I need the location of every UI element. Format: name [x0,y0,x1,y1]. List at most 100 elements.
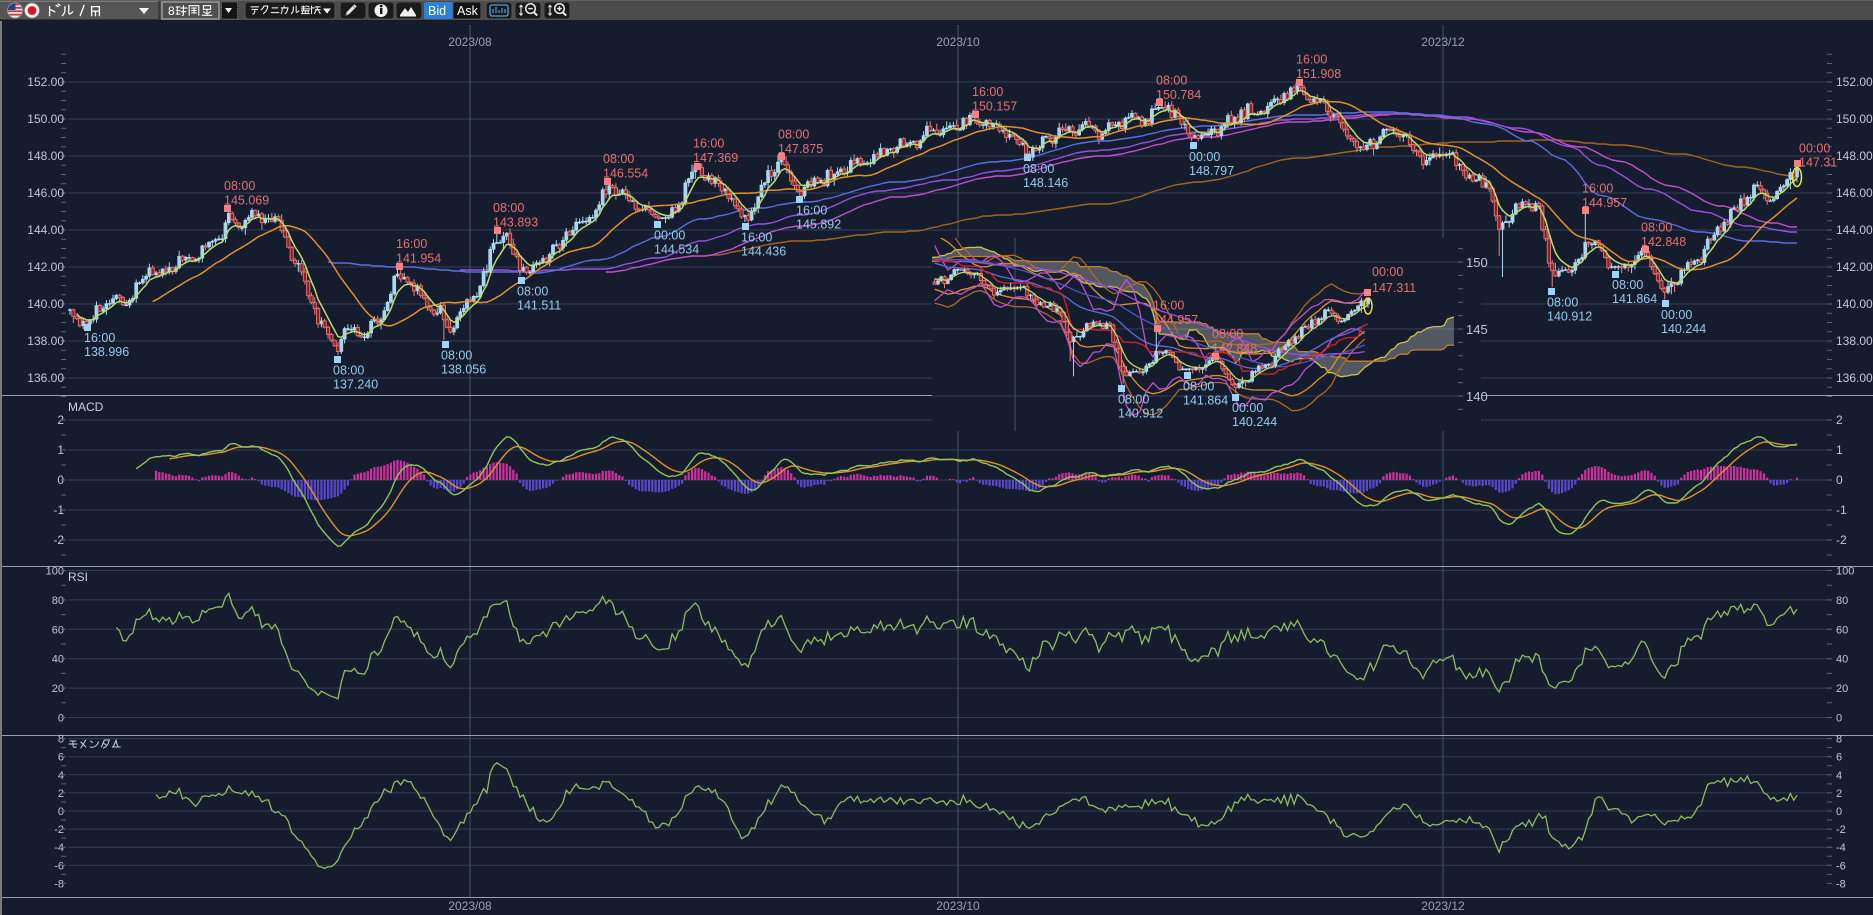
svg-text:20: 20 [1836,683,1848,695]
svg-text:08:00: 08:00 [778,127,809,141]
svg-text:140.912: 140.912 [1547,310,1592,324]
svg-text:145.892: 145.892 [796,217,841,231]
svg-text:0: 0 [58,806,64,818]
svg-text:142.00: 142.00 [27,260,64,274]
svg-text:60: 60 [52,624,64,636]
svg-text:-1: -1 [1836,503,1847,517]
svg-text:147.31: 147.31 [1799,156,1837,170]
svg-text:142.848: 142.848 [1641,235,1686,249]
svg-text:08:00: 08:00 [603,152,634,166]
svg-text:-2: -2 [53,533,64,547]
svg-text:08:00: 08:00 [1118,392,1149,406]
svg-text:148.00: 148.00 [1836,149,1873,163]
svg-text:16:00: 16:00 [741,230,772,244]
svg-text:141.864: 141.864 [1183,394,1228,408]
svg-text:147.369: 147.369 [693,151,738,165]
svg-text:08:00: 08:00 [441,348,472,362]
svg-text:2: 2 [1836,413,1843,427]
svg-text:142.00: 142.00 [1836,260,1873,274]
svg-text:-4: -4 [54,842,64,854]
svg-text:138.056: 138.056 [441,362,486,376]
svg-text:8: 8 [168,4,175,18]
svg-text:145.069: 145.069 [224,194,269,208]
svg-text:152.00: 152.00 [27,75,64,89]
svg-text:140.244: 140.244 [1232,415,1277,429]
svg-text:144.436: 144.436 [741,244,786,258]
svg-text:40: 40 [52,654,64,666]
svg-text:-8: -8 [54,878,64,890]
svg-text:144.957: 144.957 [1153,313,1198,327]
svg-text:6: 6 [58,752,64,764]
svg-text:0: 0 [1836,473,1843,487]
svg-text:144.534: 144.534 [654,243,699,257]
svg-text:8: 8 [58,734,64,746]
svg-text:140: 140 [1466,389,1488,404]
svg-text:100: 100 [46,566,64,578]
svg-text:100: 100 [1836,566,1854,578]
svg-text:08:00: 08:00 [1023,162,1054,176]
svg-text:4: 4 [58,770,64,782]
svg-text:2023/12: 2023/12 [1421,899,1465,913]
svg-text:144.00: 144.00 [1836,223,1873,237]
svg-text:00:00: 00:00 [1232,401,1263,415]
svg-text:148.797: 148.797 [1189,164,1234,178]
svg-text:138.00: 138.00 [27,334,64,348]
svg-text:-2: -2 [54,824,64,836]
svg-text:RSI: RSI [68,570,88,584]
svg-text:140.00: 140.00 [27,297,64,311]
svg-text:0: 0 [1836,806,1842,818]
svg-text:148.00: 148.00 [27,149,64,163]
svg-text:20: 20 [52,683,64,695]
svg-text:16:00: 16:00 [972,85,1003,99]
svg-text:138.00: 138.00 [1836,334,1873,348]
svg-text:147.311: 147.311 [1372,281,1416,295]
svg-text:16:00: 16:00 [84,331,115,345]
svg-text:08:00: 08:00 [1183,380,1214,394]
svg-text:142.848: 142.848 [1212,341,1257,355]
svg-text:08:00: 08:00 [1156,73,1187,87]
svg-text:143.893: 143.893 [493,215,538,229]
svg-text:2023/08: 2023/08 [448,35,492,49]
svg-text:16:00: 16:00 [1153,299,1184,313]
svg-text:151.908: 151.908 [1296,67,1341,81]
svg-text:136.00: 136.00 [27,371,64,385]
svg-text:2: 2 [57,413,64,427]
svg-text:16:00: 16:00 [796,203,827,217]
svg-text:-6: -6 [54,860,64,872]
svg-text:150.157: 150.157 [972,100,1017,114]
svg-text:150.00: 150.00 [27,112,64,126]
svg-text:136.00: 136.00 [1836,371,1873,385]
svg-text:80: 80 [1836,595,1848,607]
svg-text:0: 0 [57,473,64,487]
svg-text:00:00: 00:00 [1372,265,1403,279]
svg-text:16:00: 16:00 [1582,181,1613,195]
svg-text:08:00: 08:00 [493,201,524,215]
svg-text:138.996: 138.996 [84,345,129,359]
svg-text:141.864: 141.864 [1612,292,1657,306]
svg-text:140.912: 140.912 [1118,406,1163,420]
svg-text:2: 2 [58,788,64,800]
svg-text:144.957: 144.957 [1582,196,1627,210]
svg-text:146.554: 146.554 [603,166,648,180]
svg-text:2: 2 [1836,788,1842,800]
svg-text:-2: -2 [1836,533,1847,547]
svg-text:Ask: Ask [457,4,479,18]
svg-text:140.244: 140.244 [1661,322,1706,336]
svg-text:150: 150 [1466,255,1488,270]
svg-text:146.00: 146.00 [1836,186,1873,200]
svg-text:00:00: 00:00 [1661,308,1692,322]
svg-text:-6: -6 [1836,860,1846,872]
svg-text:MACD: MACD [68,400,104,414]
svg-text:148.146: 148.146 [1023,176,1068,190]
svg-text:08:00: 08:00 [517,285,548,299]
svg-text:0: 0 [1836,713,1842,725]
svg-text:80: 80 [52,595,64,607]
svg-text:141.954: 141.954 [396,251,441,265]
svg-text:1: 1 [1836,443,1843,457]
svg-text:16:00: 16:00 [1296,53,1327,67]
svg-text:08:00: 08:00 [1547,296,1578,310]
svg-text:40: 40 [1836,654,1848,666]
svg-text:00:00: 00:00 [1189,150,1220,164]
svg-text:16:00: 16:00 [693,137,724,151]
svg-text:2023/10: 2023/10 [936,35,980,49]
